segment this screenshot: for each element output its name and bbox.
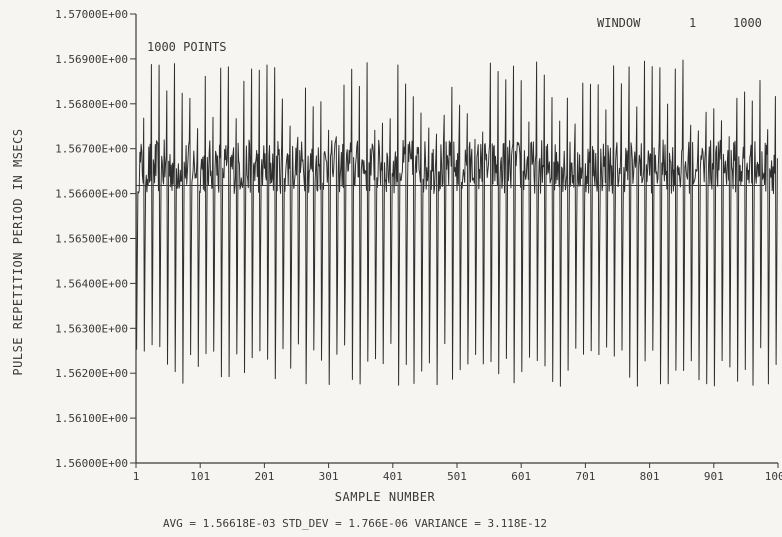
x-tick-label: 601 [511, 470, 531, 483]
window-label: WINDOW [597, 16, 641, 30]
series-line [135, 59, 778, 387]
x-tick-label: 301 [319, 470, 339, 483]
x-tick-label: 201 [254, 470, 274, 483]
y-tick-label: 1.56500E+00 [55, 233, 128, 246]
x-tick-label: 501 [447, 470, 467, 483]
window-start: 1 [689, 16, 696, 30]
y-tick-label: 1.56300E+00 [55, 322, 128, 335]
y-tick-label: 1.56200E+00 [55, 367, 128, 380]
y-axis-title: PULSE REPETITION PERIOD IN MSECS [11, 128, 25, 375]
x-tick-label: 101 [190, 470, 210, 483]
y-tick-label: 1.56700E+00 [55, 143, 128, 156]
y-axis-ticks: 1.56000E+00 1.56100E+00 1.56200E+00 1.56300… [55, 8, 136, 470]
x-tick-label: 1 [133, 470, 140, 483]
x-tick-label: 401 [383, 470, 403, 483]
y-tick-label: 1.57000E+00 [55, 8, 128, 21]
x-axis-title: SAMPLE NUMBER [335, 490, 436, 504]
x-tick-label: 701 [575, 470, 595, 483]
x-tick-label: 801 [640, 470, 660, 483]
y-tick-label: 1.56100E+00 [55, 412, 128, 425]
points-annotation: 1000 POINTS [147, 40, 226, 54]
y-tick-label: 1.56800E+00 [55, 98, 128, 111]
y-tick-label: 1.56600E+00 [55, 188, 128, 201]
x-axis-ticks: 1 101 201 301 401 501 601 701 801 901 1001 [133, 463, 782, 483]
y-tick-label: 1.56400E+00 [55, 277, 128, 290]
x-tick-label: 1001 [765, 470, 782, 483]
y-tick-label: 1.56900E+00 [55, 53, 128, 66]
window-end: 1000 [733, 16, 762, 30]
y-tick-label: 1.56000E+00 [55, 457, 128, 470]
x-tick-label: 901 [704, 470, 724, 483]
stats-line: AVG = 1.56618E-03 STD_DEV = 1.766E-06 VA… [163, 517, 547, 530]
